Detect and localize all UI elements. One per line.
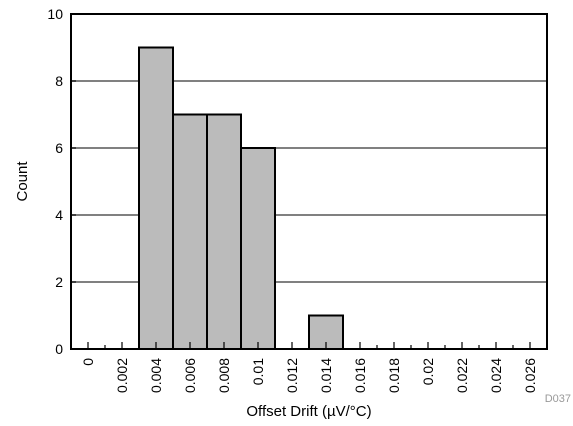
x-tick-label: 0.004	[148, 358, 164, 393]
y-tick-label: 8	[55, 73, 63, 89]
x-tick-label: 0.024	[488, 358, 504, 393]
x-tick-label: 0.016	[352, 358, 368, 393]
y-axis: 0 2 4 6 8 10	[47, 6, 76, 357]
x-tick-label: 0.012	[284, 358, 300, 393]
y-tick-label: 10	[47, 6, 63, 22]
bar-0.01	[240, 147, 276, 350]
y-tick-label: 4	[55, 207, 63, 223]
bar-0.004	[138, 46, 174, 350]
bar-0.008	[206, 113, 242, 350]
y-tick-label: 2	[55, 274, 63, 290]
x-tick-label: 0.02	[420, 358, 436, 385]
x-tick-label: 0.014	[318, 358, 334, 393]
x-tick-label: 0.002	[114, 358, 130, 393]
x-tick-label: 0.01	[250, 358, 266, 385]
figure-code-label: D037	[545, 393, 571, 405]
x-axis: 0 0.002 0.004 0.006 0.008 0.01 0.012 0.014 0.016…	[70, 342, 548, 393]
x-tick-label: 0.018	[386, 358, 402, 393]
y-axis-title: Count	[14, 161, 31, 202]
y-tick-label: 6	[55, 140, 63, 156]
y-tick-label: 0	[55, 341, 63, 357]
bars	[138, 46, 344, 350]
x-tick-label: 0.006	[182, 358, 198, 393]
x-tick-label: 0.022	[454, 358, 470, 393]
bar-0.006	[172, 113, 208, 350]
x-tick-label: 0	[80, 358, 96, 366]
x-axis-title: Offset Drift (µV/°C)	[246, 403, 371, 420]
x-tick-label: 0.008	[216, 358, 232, 393]
x-tick-label: 0.026	[522, 358, 538, 393]
